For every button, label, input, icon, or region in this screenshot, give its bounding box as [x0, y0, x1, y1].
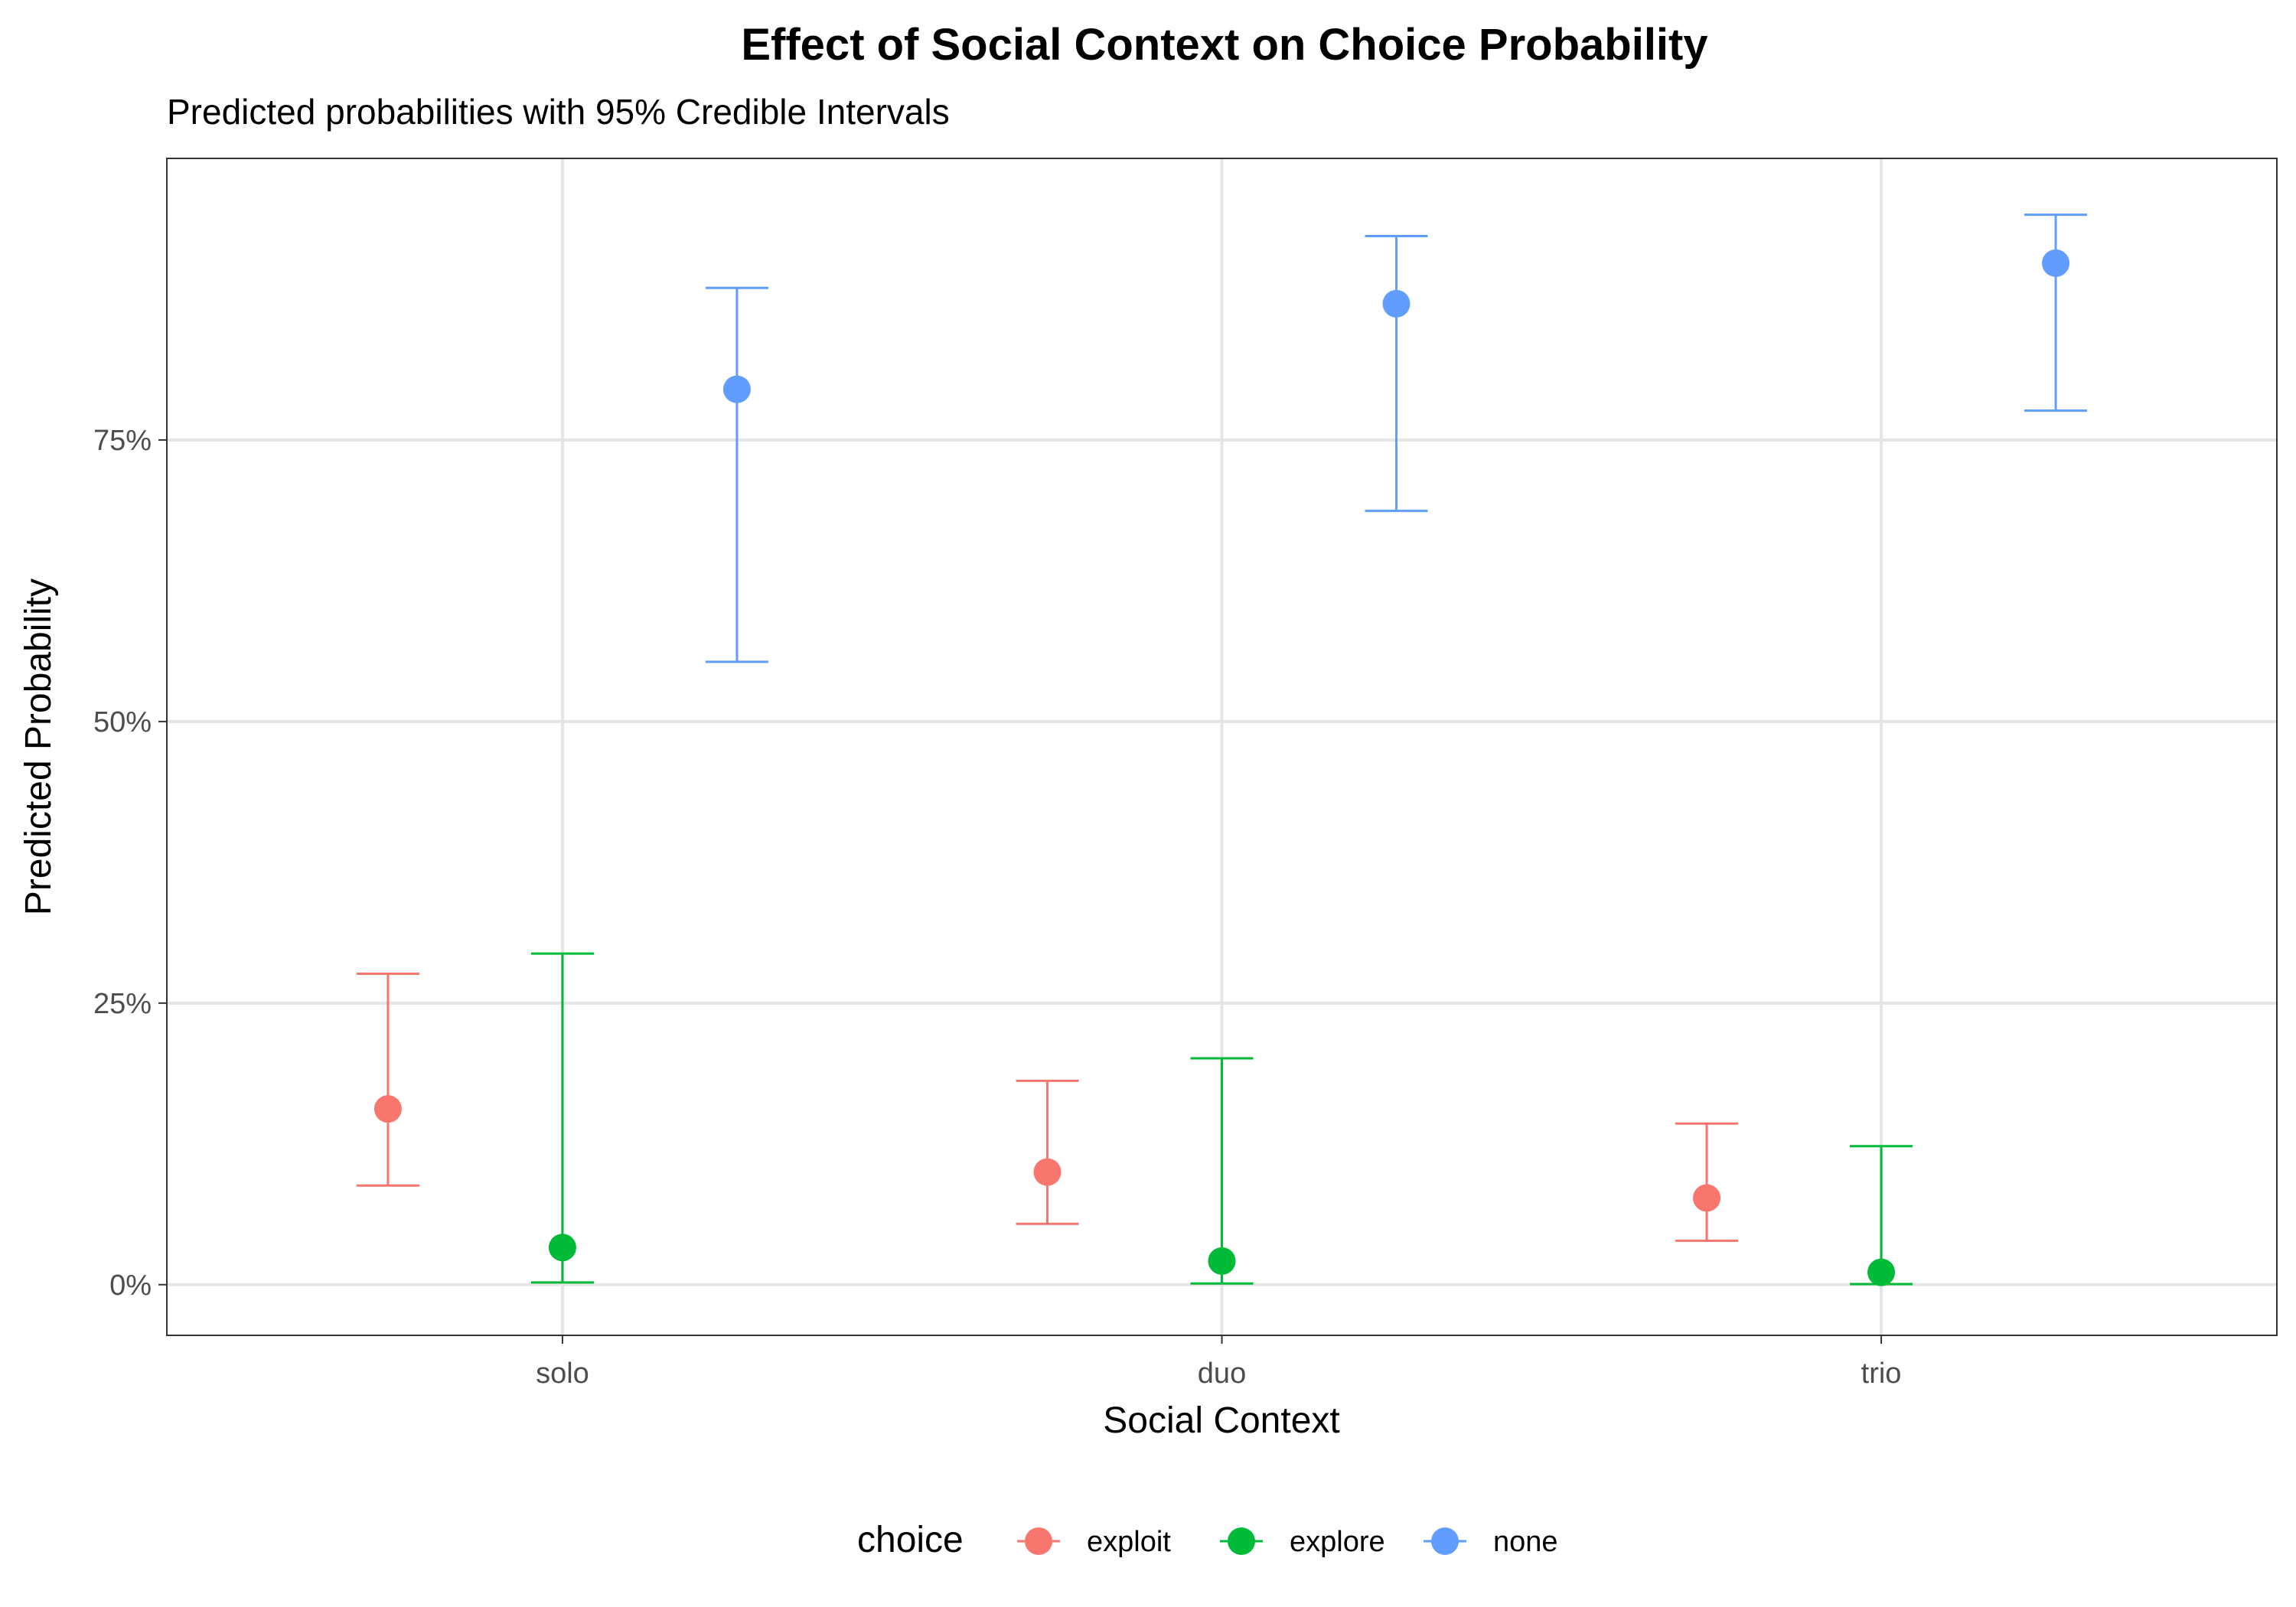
- x-axis: solo duo trio: [536, 1335, 1901, 1390]
- legend: choice exploit explore none: [857, 1520, 1558, 1560]
- legend-key-point-none: [1431, 1527, 1459, 1555]
- x-tick-label: trio: [1861, 1358, 1902, 1390]
- plot-panel: [166, 158, 2278, 1336]
- point-none-duo: [1382, 289, 1411, 318]
- legend-label-exploit: exploit: [1087, 1526, 1171, 1558]
- point-exploit-duo: [1033, 1158, 1062, 1186]
- x-tick-label: solo: [536, 1358, 589, 1390]
- legend-title: choice: [857, 1520, 964, 1560]
- y-tick-label: 25%: [93, 988, 152, 1020]
- legend-key-point-explore: [1228, 1527, 1255, 1555]
- data-marks: [356, 214, 2088, 1286]
- point-none-solo: [722, 375, 751, 403]
- x-axis-title: Social Context: [1103, 1400, 1340, 1441]
- legend-key-point-exploit: [1025, 1527, 1052, 1555]
- y-axis-title: Predicted Probability: [18, 579, 59, 915]
- point-none-trio: [2042, 249, 2070, 277]
- y-tick-label: 75%: [93, 425, 152, 457]
- y-axis: 0% 25% 50% 75%: [93, 425, 167, 1302]
- y-tick-label: 0%: [109, 1270, 152, 1302]
- point-explore-solo: [548, 1234, 576, 1262]
- point-exploit-solo: [373, 1095, 402, 1123]
- point-explore-trio: [1867, 1258, 1896, 1286]
- grid-lines: [167, 158, 2277, 1335]
- point-explore-duo: [1208, 1247, 1236, 1275]
- legend-label-explore: explore: [1290, 1526, 1385, 1558]
- x-tick-label: duo: [1198, 1358, 1246, 1390]
- chart-title: Effect of Social Context on Choice Proba…: [741, 20, 1707, 70]
- legend-label-none: none: [1493, 1526, 1558, 1558]
- point-exploit-trio: [1693, 1184, 1721, 1212]
- y-tick-label: 50%: [93, 706, 152, 738]
- chart-subtitle: Predicted probabilities with 95% Credibl…: [167, 92, 950, 132]
